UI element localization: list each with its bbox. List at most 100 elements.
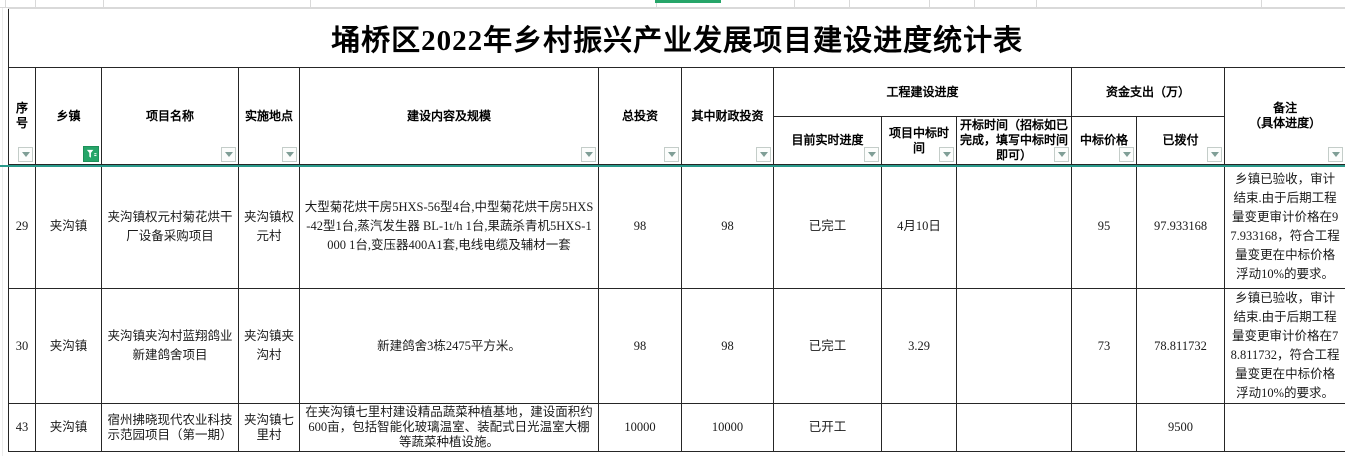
chevron-down-icon <box>1331 152 1340 157</box>
cell-fiscal-investment[interactable]: 98 <box>681 164 774 289</box>
gridline <box>849 0 850 7</box>
cell-content-scale[interactable]: 大型菊花烘干房5HXS-56型4台,中型菊花烘干房5HXS-42型1台,蒸汽发生… <box>299 164 599 289</box>
chevron-down-icon <box>224 152 233 157</box>
col-header-location: 实施地点 <box>238 67 300 165</box>
filter-button-location[interactable] <box>282 147 297 162</box>
col-header-serial: 序号 <box>8 67 36 165</box>
filter-button-project-name[interactable] <box>221 147 236 162</box>
freeze-pane-divider <box>0 165 1345 167</box>
chevron-down-icon <box>667 152 676 157</box>
cell-bid-price[interactable]: 95 <box>1071 164 1137 289</box>
cell-remarks[interactable] <box>1223 403 1345 452</box>
filter-button-fiscal-investment[interactable] <box>756 147 771 162</box>
filter-button-remarks[interactable] <box>1328 147 1344 162</box>
cell-township[interactable]: 夹沟镇 <box>35 164 102 289</box>
cell-project-name[interactable]: 夹沟镇权元村菊花烘干厂设备采购项目 <box>101 164 239 289</box>
sheet-title: 埇桥区2022年乡村振兴产业发展项目建设进度统计表 <box>7 8 1345 68</box>
chevron-down-icon <box>21 152 30 157</box>
col-header-bid-price: 中标价格 <box>1071 116 1137 165</box>
filter-button-bid-opening-time[interactable] <box>1054 147 1069 162</box>
cell-total-investment[interactable]: 98 <box>598 164 682 289</box>
cell-fiscal-investment[interactable]: 10000 <box>681 403 774 452</box>
col-header-project-name: 项目名称 <box>101 67 239 165</box>
chevron-down-icon <box>867 152 876 157</box>
cell-serial[interactable]: 43 <box>8 403 36 452</box>
cell-paid-amount[interactable]: 9500 <box>1136 403 1225 452</box>
col-header-bid-award-time: 项目中标时间 <box>881 116 957 165</box>
cell-location[interactable]: 夹沟镇七里村 <box>238 403 300 452</box>
chevron-down-icon <box>1210 152 1219 157</box>
col-header-current-progress: 目前实时进度 <box>773 116 882 165</box>
gridline <box>103 0 104 7</box>
cell-township[interactable]: 夹沟镇 <box>35 403 102 452</box>
cell-township[interactable]: 夹沟镇 <box>35 288 102 404</box>
gridline <box>656 0 657 7</box>
table-row: 43 夹沟镇 宿州拂晓现代农业科技示范园项目（第一期） 夹沟镇七里村 在夹沟镇七… <box>8 403 1345 452</box>
gridline <box>1261 0 1262 7</box>
col-header-bid-opening-time: 开标时间（招标如已完成，填写中标时间即可） <box>956 116 1072 165</box>
group-header-fund-expenditure: 资金支出（万） <box>1071 67 1225 117</box>
col-header-fiscal-investment: 其中财政投资 <box>681 67 774 165</box>
col-header-content-scale: 建设内容及规模 <box>299 67 599 165</box>
cell-remarks[interactable]: 乡镇已验收，审计结束.由于后期工程量变更审计价格在78.811732，符合工程量… <box>1223 288 1345 404</box>
cell-project-name[interactable]: 宿州拂晓现代农业科技示范园项目（第一期） <box>101 403 239 452</box>
cell-bid-opening-time[interactable] <box>956 288 1072 404</box>
cell-bid-opening-time[interactable] <box>956 164 1072 289</box>
chevron-down-icon <box>942 152 951 157</box>
cell-serial[interactable]: 29 <box>8 164 36 289</box>
progress-table: 埇桥区2022年乡村振兴产业发展项目建设进度统计表 序号 乡镇 项目名称 <box>7 8 1345 452</box>
cell-location[interactable]: 夹沟镇夹沟村 <box>238 288 300 404</box>
table-row: 29 夹沟镇 夹沟镇权元村菊花烘干厂设备采购项目 夹沟镇权元村 大型菊花烘干房5… <box>8 164 1345 289</box>
funnel-icon <box>86 149 96 158</box>
cell-serial[interactable]: 30 <box>8 288 36 404</box>
filter-button-bid-price[interactable] <box>1119 147 1134 162</box>
chevron-down-icon <box>759 152 768 157</box>
cell-fiscal-investment[interactable]: 98 <box>681 288 774 404</box>
cell-paid-amount[interactable]: 97.933168 <box>1136 164 1225 289</box>
gridline <box>35 0 36 7</box>
filter-button-paid-amount[interactable] <box>1207 147 1222 162</box>
col-header-township: 乡镇 <box>35 67 102 165</box>
cell-bid-award-time[interactable] <box>881 403 957 452</box>
cell-location[interactable]: 夹沟镇权元村 <box>238 164 300 289</box>
cell-paid-amount[interactable]: 78.811732 <box>1136 288 1225 404</box>
cell-content-scale[interactable]: 在夹沟镇七里村建设精品蔬菜种植基地，建设面积约600亩，包括智能化玻璃温室、装配… <box>299 403 599 452</box>
gridline <box>2 8 3 456</box>
gridline <box>974 0 975 7</box>
chevron-down-icon <box>1122 152 1131 157</box>
filter-button-total-investment[interactable] <box>664 147 679 162</box>
filter-active-button-township[interactable] <box>83 146 99 162</box>
cell-bid-opening-time[interactable] <box>956 403 1072 452</box>
cell-total-investment[interactable]: 98 <box>598 288 682 404</box>
gridline <box>1036 0 1037 7</box>
filter-button-current-progress[interactable] <box>864 147 879 162</box>
cell-bid-award-time[interactable]: 4月10日 <box>881 164 957 289</box>
filter-button-content-scale[interactable] <box>581 147 596 162</box>
cell-content-scale[interactable]: 新建鸽舍3栋2475平方米。 <box>299 288 599 404</box>
filter-button-bid-award-time[interactable] <box>939 147 954 162</box>
col-header-paid-amount: 已拨付 <box>1136 116 1225 165</box>
chevron-down-icon <box>584 152 593 157</box>
cell-current-progress[interactable]: 已完工 <box>773 164 882 289</box>
cell-total-investment[interactable]: 10000 <box>598 403 682 452</box>
table-row: 30 夹沟镇 夹沟镇夹沟村蓝翔鸽业新建鸽舍项目 夹沟镇夹沟村 新建鸽舍3栋247… <box>8 288 1345 404</box>
gridline <box>310 0 311 7</box>
cell-bid-price[interactable]: 73 <box>1071 288 1137 404</box>
group-header-construction-progress: 工程建设进度 <box>773 67 1072 117</box>
gridline <box>794 0 795 7</box>
cell-current-progress[interactable]: 已完工 <box>773 288 882 404</box>
col-header-remarks: 备注 （具体进度） <box>1223 67 1345 165</box>
selection-border-fragment <box>655 0 721 3</box>
cell-project-name[interactable]: 夹沟镇夹沟村蓝翔鸽业新建鸽舍项目 <box>101 288 239 404</box>
filter-button-serial[interactable] <box>18 147 33 162</box>
cell-current-progress[interactable]: 已开工 <box>773 403 882 452</box>
chevron-down-icon <box>1057 152 1066 157</box>
cell-remarks[interactable]: 乡镇已验收，审计结束.由于后期工程量变更审计价格在97.933168，符合工程量… <box>1223 164 1345 289</box>
gridline <box>0 7 1345 8</box>
cell-bid-award-time[interactable]: 3.29 <box>881 288 957 404</box>
col-header-total-investment: 总投资 <box>598 67 682 165</box>
cell-bid-price[interactable] <box>1071 403 1137 452</box>
gridline <box>5 0 6 7</box>
gridline <box>929 0 930 7</box>
